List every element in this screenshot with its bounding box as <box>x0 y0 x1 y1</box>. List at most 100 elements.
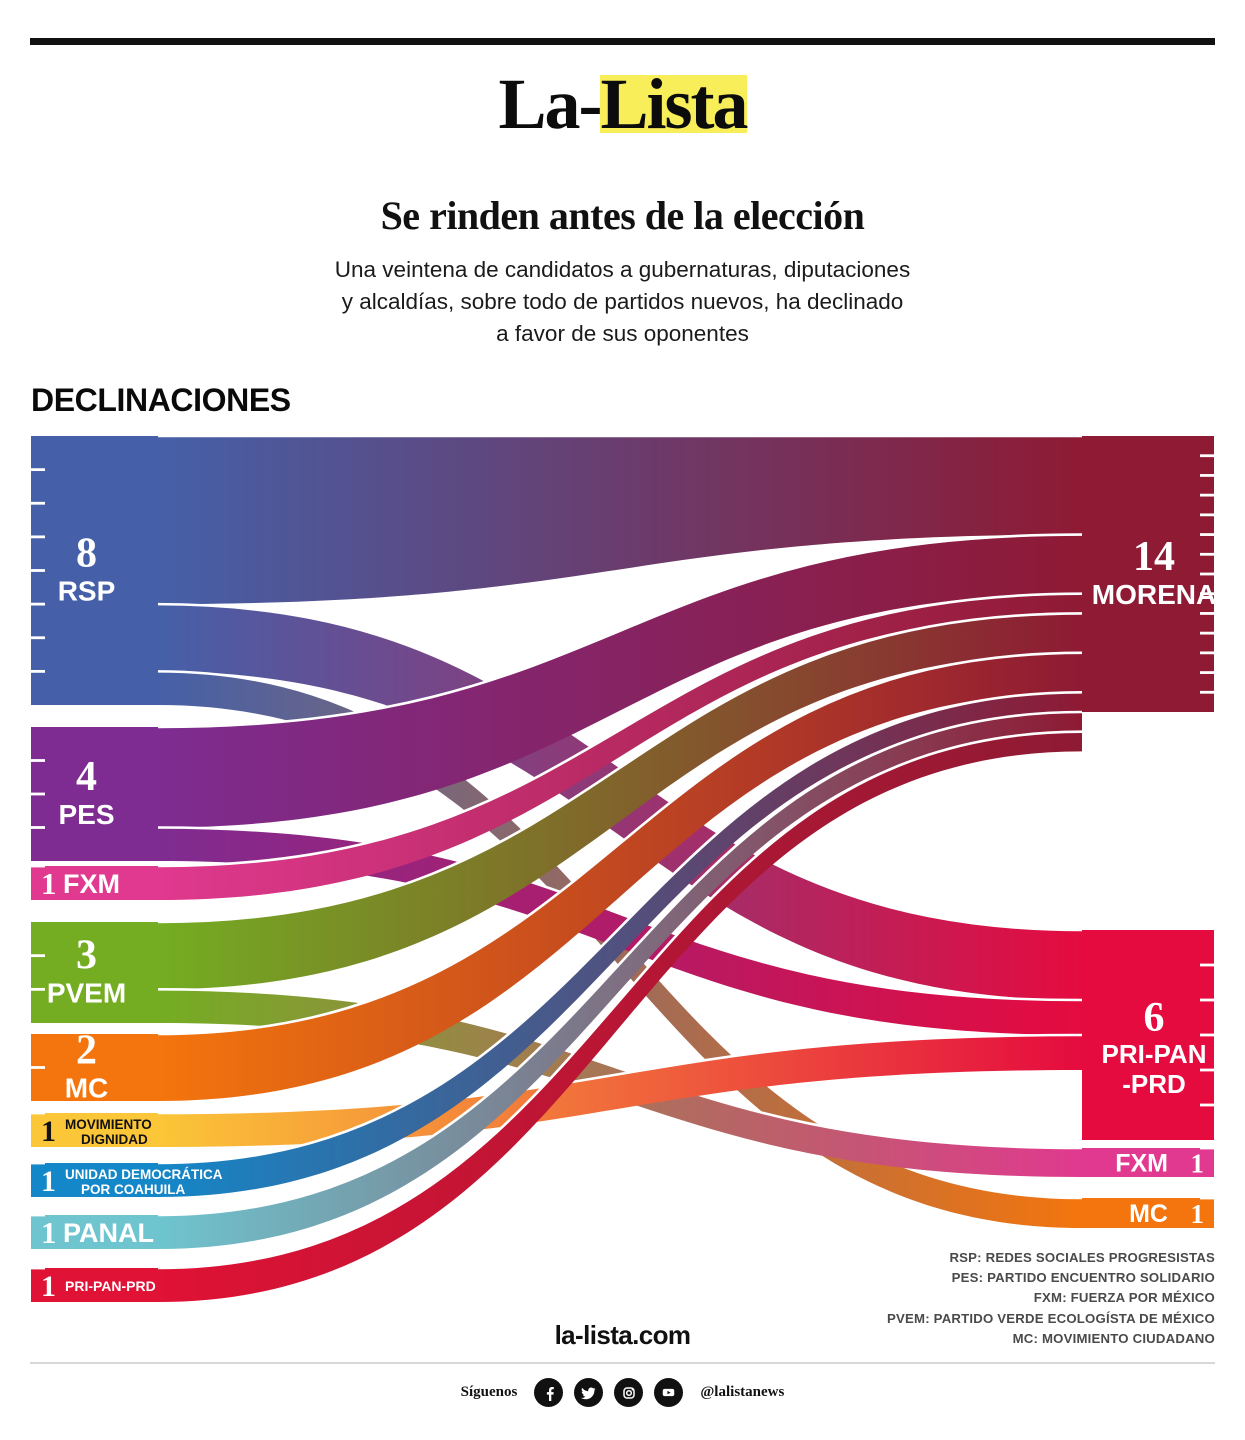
node-tick <box>1200 513 1221 517</box>
node-tick <box>1200 1103 1221 1107</box>
node-label: PRI-PAN-PRD <box>65 1278 156 1294</box>
instagram-icon[interactable] <box>614 1378 644 1407</box>
node-tick <box>1200 690 1221 694</box>
node-label: PANAL <box>63 1218 154 1248</box>
section-title: DECLINACIONES <box>31 382 291 418</box>
sankey-node-ppp_r <box>1082 930 1214 1140</box>
social-bar: Síguenos @lalistanews <box>0 1378 1245 1407</box>
node-label: 1 <box>41 1270 56 1303</box>
sankey-node-fxm_r <box>1082 1148 1214 1177</box>
node-tick <box>24 569 45 572</box>
node-tick <box>1200 474 1221 477</box>
node-tick <box>24 1266 45 1270</box>
legend-line: PVEM: PARTIDO VERDE ECOLOGÍSTA DE MÉXICO <box>887 1310 1215 1326</box>
footer-rule <box>30 1362 1215 1364</box>
sankey-node-panal <box>31 1215 158 1249</box>
sankey-link <box>158 731 1082 1302</box>
node-label: FXM <box>63 869 120 899</box>
sankey-link-divider <box>157 826 1083 1002</box>
node-label: PES <box>58 799 114 830</box>
abbreviation-legend: RSP: REDES SOCIALES PROGRESISTAS PES: PAR… <box>887 1248 1215 1349</box>
sankey-node-ppp_l <box>31 1268 158 1302</box>
node-tick <box>1200 493 1221 497</box>
node-label: MOVIMIENTO <box>65 1117 152 1132</box>
node-tick <box>1200 533 1221 536</box>
sankey-node-pvem <box>31 922 158 1023</box>
sankey-node-movdig <box>31 1113 158 1147</box>
facebook-icon[interactable] <box>534 1378 564 1407</box>
legend-line: PES: PARTIDO ENCUENTRO SOLIDARIO <box>951 1270 1215 1286</box>
node-label: MORENA <box>1092 579 1216 610</box>
sankey-link-divider <box>157 710 1083 1217</box>
node-label: 14 <box>1133 534 1175 580</box>
node-tick <box>1200 631 1221 635</box>
legend-line: MC: MOVIMIENTO CIUDADANO <box>1012 1330 1215 1346</box>
node-tick <box>24 602 45 606</box>
sankey-link-divider <box>157 690 1083 1165</box>
node-label: 1 <box>41 1165 56 1198</box>
node-label: 8 <box>76 531 97 577</box>
sankey-node-mc_r <box>1082 1198 1214 1228</box>
node-tick <box>24 987 45 991</box>
node-tick <box>1200 552 1221 556</box>
sankey-link-divider <box>157 592 1083 868</box>
sankey-link <box>158 652 1082 1101</box>
brand-logo: La-Lista <box>0 64 1245 144</box>
node-label: RSP <box>58 576 116 607</box>
node-tick <box>24 759 45 762</box>
sankey-link-divider <box>157 988 1083 1150</box>
brand-part1: La- <box>498 64 602 144</box>
node-tick <box>1200 592 1221 596</box>
node-label: 3 <box>76 933 97 979</box>
node-label: MC <box>65 1073 109 1104</box>
node-label: PVEM <box>47 978 126 1009</box>
top-rule <box>30 38 1215 45</box>
node-tick <box>1200 651 1221 655</box>
legend-line: RSP: REDES SOCIALES PROGRESISTAS <box>949 1250 1215 1265</box>
sankey-link <box>158 534 1082 828</box>
node-label: 1 <box>41 1115 56 1148</box>
node-tick <box>1200 1146 1221 1150</box>
sankey-link <box>158 613 1082 990</box>
sankey-link-divider <box>157 1033 1083 1115</box>
sankey-node-rsp <box>31 436 158 705</box>
node-tick <box>24 826 45 829</box>
node-tick <box>24 1161 45 1165</box>
youtube-icon[interactable] <box>654 1378 684 1407</box>
node-tick <box>1200 1196 1221 1200</box>
node-tick <box>1200 454 1221 458</box>
legend-line: FXM: FUERZA POR MÉXICO <box>1033 1290 1215 1306</box>
node-tick <box>24 792 45 796</box>
deck-text: Una veintena de candidatos a gubernatura… <box>253 254 993 350</box>
node-label: FXM <box>1115 1150 1168 1178</box>
sankey-link-divider <box>157 651 1083 1036</box>
sankey-link <box>158 436 1082 605</box>
node-label: 4 <box>76 754 97 800</box>
deck-line-2: y alcaldías, sobre todo de partidos nuev… <box>341 288 904 314</box>
sankey-link <box>158 692 1082 1197</box>
deck-line-3: a favor de sus oponentes <box>496 320 749 346</box>
sankey-node-fxm <box>31 866 158 900</box>
twitter-icon[interactable] <box>574 1378 604 1407</box>
node-tick <box>24 501 45 505</box>
node-label: 2 <box>76 1028 97 1074</box>
node-label: PRI-PAN <box>1102 1039 1207 1069</box>
node-tick <box>24 1213 45 1217</box>
sankey-node-pes <box>31 727 158 861</box>
node-label: 6 <box>1144 995 1165 1041</box>
node-tick <box>1200 671 1221 674</box>
node-label: 1 <box>1191 1149 1205 1179</box>
node-label: UNIDAD DEMOCRÁTICA <box>65 1167 223 1182</box>
node-label: MC <box>1129 1200 1168 1228</box>
sankey-link <box>158 712 1082 1249</box>
node-label: 1 <box>1191 1199 1205 1229</box>
brand-part2: Lista <box>600 64 749 144</box>
node-tick <box>1200 572 1221 576</box>
node-tick <box>24 864 45 868</box>
node-tick <box>24 1066 45 1069</box>
sankey-node-udc <box>31 1163 158 1197</box>
node-tick <box>1200 1033 1221 1037</box>
node-tick <box>24 669 45 673</box>
page-title: Se rinden antes de la elección <box>380 193 865 238</box>
